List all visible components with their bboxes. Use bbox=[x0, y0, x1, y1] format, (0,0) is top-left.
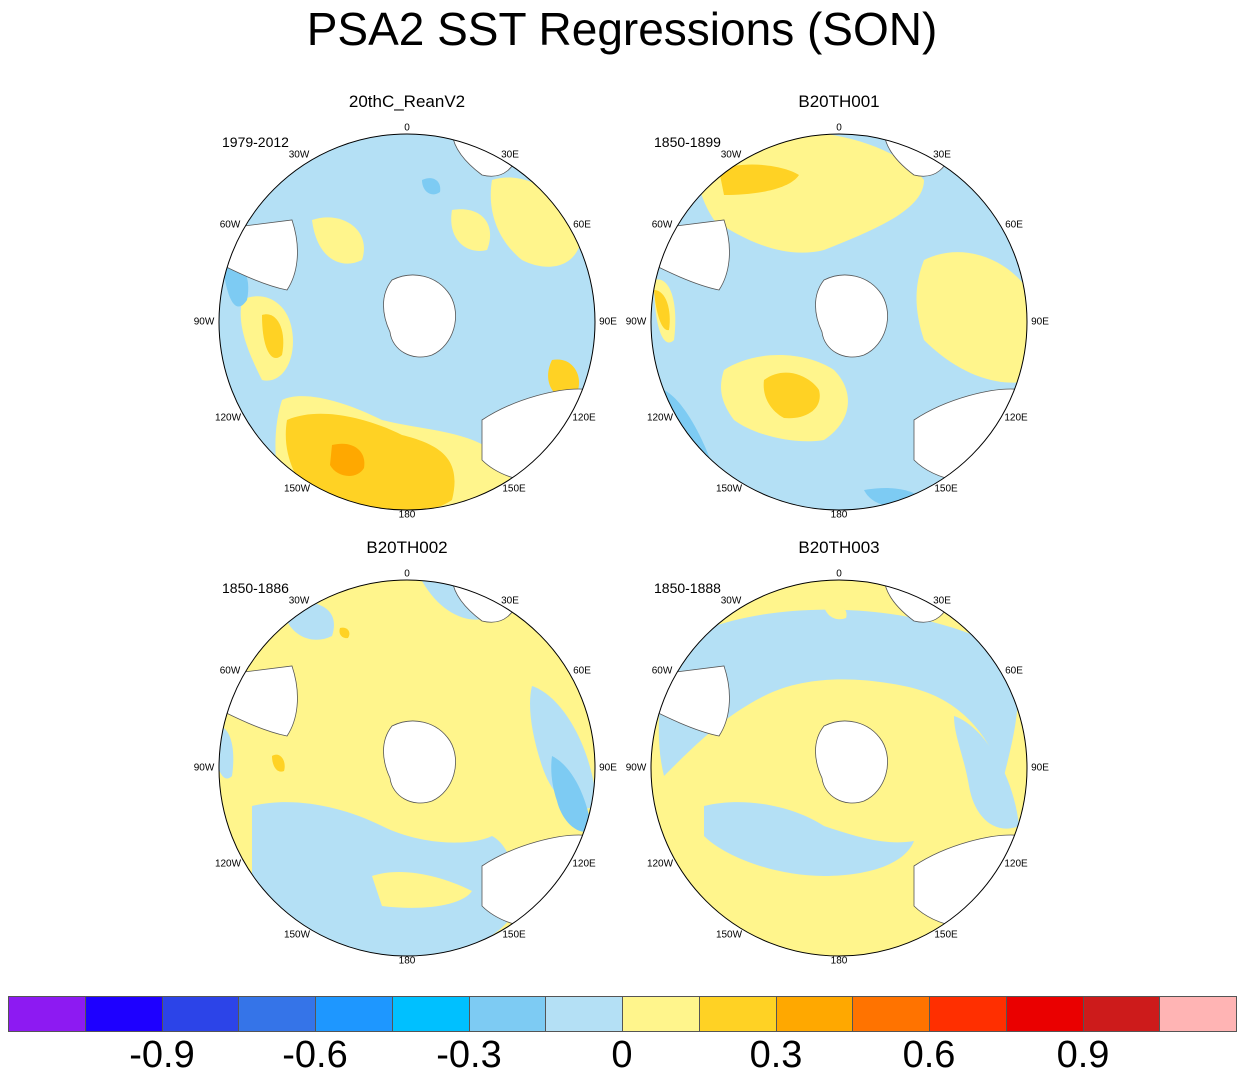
lon-label: 60E bbox=[573, 665, 591, 677]
map-panel: 20thC_ReanV2 1979-2012 0 30E 60E 90E bbox=[192, 92, 622, 540]
lon-label: 150W bbox=[283, 929, 311, 941]
panel-years: 1850-1888 bbox=[654, 580, 721, 596]
colorbar-swatch bbox=[775, 996, 854, 1032]
lon-label: 0 bbox=[404, 568, 410, 580]
lon-label: 30E bbox=[501, 595, 519, 607]
lon-label: 30W bbox=[720, 595, 742, 607]
lon-label: 30E bbox=[933, 149, 951, 161]
colorbar-tick-label: -0.3 bbox=[436, 1034, 502, 1076]
colorbar-swatch bbox=[84, 996, 163, 1032]
lon-label: 60W bbox=[219, 219, 241, 231]
lon-label: 30W bbox=[288, 595, 310, 607]
lon-label: 90W bbox=[193, 762, 215, 774]
panel-title: 20thC_ReanV2 bbox=[348, 92, 466, 111]
lon-label: 150E bbox=[934, 483, 958, 495]
lon-label: 90E bbox=[1031, 316, 1049, 328]
map-panel: B20TH001 1850-1899 0 30E 60E 90E 120E 15… bbox=[624, 92, 1054, 540]
lon-label: 180 bbox=[830, 955, 848, 967]
lon-label: 120E bbox=[1004, 858, 1028, 870]
colorbar-swatch bbox=[468, 996, 547, 1032]
colorbar-tick-label: -0.6 bbox=[282, 1034, 348, 1076]
colorbar-swatch bbox=[929, 996, 1007, 1032]
lon-label: 30W bbox=[720, 149, 742, 161]
lon-label: 120W bbox=[646, 858, 674, 870]
lon-label: 30E bbox=[933, 595, 951, 607]
lon-label: 150E bbox=[502, 929, 526, 941]
lon-label: 150E bbox=[934, 929, 958, 941]
lon-label: 120E bbox=[1004, 412, 1028, 424]
lon-label: 90E bbox=[599, 762, 617, 774]
lon-label: 60W bbox=[219, 665, 241, 677]
colorbar-swatch bbox=[391, 996, 470, 1032]
colorbar-swatch bbox=[622, 996, 700, 1032]
panel-years: 1850-1899 bbox=[654, 134, 721, 150]
polar-map bbox=[218, 133, 596, 511]
lon-label: 120W bbox=[214, 412, 242, 424]
colorbar-swatch bbox=[852, 996, 930, 1032]
lon-label: 60E bbox=[1005, 665, 1023, 677]
lon-label: 150E bbox=[502, 483, 526, 495]
lon-label: 90W bbox=[625, 316, 647, 328]
lon-label: 0 bbox=[404, 122, 410, 134]
lon-label: 150W bbox=[715, 483, 743, 495]
lon-label: 90W bbox=[625, 762, 647, 774]
lon-label: 180 bbox=[830, 509, 848, 521]
colorbar-swatch bbox=[698, 996, 777, 1032]
lon-label: 120W bbox=[646, 412, 674, 424]
panel-title: B20TH001 bbox=[798, 92, 880, 111]
lon-label: 120W bbox=[214, 858, 242, 870]
lon-label: 150W bbox=[715, 929, 743, 941]
map-panel: B20TH002 1850-1886 0 30E 60E 90E 120E 15… bbox=[192, 538, 622, 986]
polar-map bbox=[218, 579, 596, 957]
lon-label: 30W bbox=[288, 149, 310, 161]
panel-title: B20TH002 bbox=[366, 538, 448, 557]
colorbar-swatch bbox=[238, 996, 316, 1032]
colorbar-swatch bbox=[8, 996, 86, 1032]
lon-label: 120E bbox=[572, 858, 596, 870]
lon-label: 60W bbox=[651, 219, 673, 231]
lon-label: 180 bbox=[398, 955, 416, 967]
lon-label: 0 bbox=[836, 122, 842, 134]
lon-label: 30E bbox=[501, 149, 519, 161]
lon-label: 180 bbox=[398, 509, 416, 521]
lon-label: 90E bbox=[1031, 762, 1049, 774]
colorbar-swatch bbox=[161, 996, 240, 1032]
lon-label: 60E bbox=[1005, 219, 1023, 231]
lon-label: 120E bbox=[572, 412, 596, 424]
panel-years: 1850-1886 bbox=[222, 580, 289, 596]
colorbar-tick-label: -0.9 bbox=[129, 1034, 195, 1076]
colorbar-swatch bbox=[1082, 996, 1161, 1032]
colorbar-swatch bbox=[1005, 996, 1084, 1032]
lon-label: 150W bbox=[283, 483, 311, 495]
polar-map bbox=[650, 579, 1028, 957]
polar-map bbox=[650, 133, 1028, 511]
panel-years: 1979-2012 bbox=[222, 134, 289, 150]
lon-label: 90W bbox=[193, 316, 215, 328]
colorbar-tick-label: 0 bbox=[611, 1034, 633, 1076]
figure-title: PSA2 SST Regressions (SON) bbox=[306, 3, 938, 55]
colorbar-tick-label: 0.3 bbox=[749, 1034, 803, 1076]
lon-label: 0 bbox=[836, 568, 842, 580]
lon-label: 90E bbox=[599, 316, 617, 328]
lon-label: 60E bbox=[573, 219, 591, 231]
colorbar-swatch bbox=[545, 996, 623, 1032]
colorbar-tick-label: 0.6 bbox=[902, 1034, 956, 1076]
colorbar-swatch bbox=[315, 996, 393, 1032]
lon-label: 60W bbox=[651, 665, 673, 677]
colorbar-tick-label: 0.9 bbox=[1056, 1034, 1110, 1076]
colorbar-swatch bbox=[1159, 996, 1237, 1032]
colorbar bbox=[8, 996, 1237, 1032]
map-panel: B20TH003 1850-1888 0 30E 60E 90E 120E 15… bbox=[624, 538, 1054, 986]
panel-title: B20TH003 bbox=[798, 538, 880, 557]
